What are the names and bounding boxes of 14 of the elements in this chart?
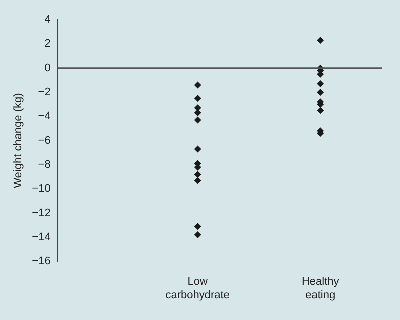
y-tick-label: −6 xyxy=(38,134,51,147)
y-tick-label: 4 xyxy=(44,14,51,26)
x-tick-label: Low carbohydrate xyxy=(166,276,230,302)
y-tick-label: −14 xyxy=(32,231,51,244)
y-tick-label: 0 xyxy=(44,62,51,74)
y-tick-label: 2 xyxy=(44,38,51,50)
y-tick-label: −16 xyxy=(32,256,51,268)
y-tick-label: −12 xyxy=(32,207,51,220)
y-tick-label: −2 xyxy=(38,86,51,99)
y-tick-label: −4 xyxy=(38,110,51,123)
y-axis-title: Weight change (kg) xyxy=(12,93,25,188)
y-tick-label: −8 xyxy=(38,158,51,171)
x-tick-label: Healthy eating xyxy=(302,276,340,302)
y-tick-label: −10 xyxy=(32,183,51,196)
